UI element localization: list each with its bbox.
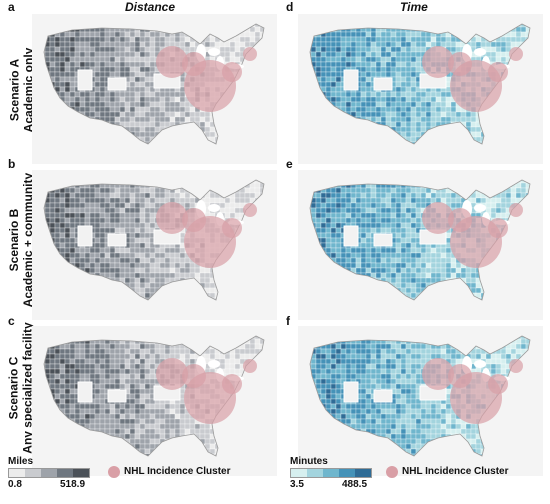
nhl-incidence-cluster	[243, 47, 257, 61]
great-lake	[474, 360, 486, 368]
excluded-region	[107, 389, 127, 403]
excluded-region	[343, 69, 359, 91]
nhl-incidence-cluster	[448, 364, 472, 388]
panel-letter-a: a	[8, 0, 15, 14]
time-column-title: Time	[400, 0, 428, 14]
ramp-step-2	[323, 469, 339, 477]
excluded-region	[77, 69, 93, 91]
time-map-scenario-b	[298, 170, 543, 320]
distance-legend-max: 518.9	[60, 479, 86, 490]
distance-map-scenario-c	[32, 326, 277, 476]
time-legend: Minutes 3.5 488.5 NHL Incidence Cluster	[290, 456, 545, 496]
excluded-region	[107, 233, 127, 247]
nhl-incidence-cluster	[509, 203, 523, 217]
great-lake	[208, 204, 220, 212]
nhl-incidence-cluster	[488, 218, 508, 238]
nhl-incidence-cluster	[222, 218, 242, 238]
nhl-incidence-cluster	[448, 52, 472, 76]
panel-letter-c: c	[8, 314, 15, 328]
nhl-incidence-cluster	[182, 52, 206, 76]
excluded-region	[77, 381, 93, 403]
panel-letter-e: e	[286, 157, 293, 171]
nhl-incidence-cluster	[509, 359, 523, 373]
distance-map-scenario-a	[32, 14, 277, 164]
distance-legend-min: 0.8	[8, 479, 22, 490]
ramp-step-4	[73, 469, 89, 477]
scenario-c-title: Scenario C	[7, 356, 22, 420]
nhl-incidence-cluster	[156, 46, 188, 78]
great-lake	[208, 48, 220, 56]
scenario-a-title: Scenario A	[7, 58, 22, 122]
nhl-incidence-cluster	[243, 359, 257, 373]
time-legend-min: 3.5	[290, 479, 304, 490]
distance-map-scenario-b	[32, 170, 277, 320]
cluster-swatch-right	[386, 466, 398, 478]
ramp-step-1	[25, 469, 41, 477]
time-legend-title: Minutes	[290, 456, 328, 467]
time-map-scenario-c	[298, 326, 543, 476]
nhl-incidence-cluster	[488, 62, 508, 82]
nhl-incidence-cluster	[448, 208, 472, 232]
excluded-region	[373, 233, 393, 247]
time-legend-max: 488.5	[342, 479, 368, 490]
excluded-region	[77, 225, 93, 247]
excluded-region	[373, 77, 393, 91]
distance-color-ramp	[8, 468, 90, 478]
ramp-step-4	[355, 469, 371, 477]
cluster-label-left: NHL Incidence Cluster	[124, 466, 231, 477]
time-color-ramp	[290, 468, 372, 478]
ramp-step-3	[339, 469, 355, 477]
great-lake	[474, 204, 486, 212]
great-lake	[208, 360, 220, 368]
scenario-b-title: Scenario B	[7, 208, 22, 272]
panel-letter-f: f	[286, 314, 290, 328]
nhl-incidence-cluster	[156, 202, 188, 234]
nhl-incidence-cluster	[488, 374, 508, 394]
ramp-step-1	[307, 469, 323, 477]
ramp-step-3	[57, 469, 73, 477]
great-lake	[474, 48, 486, 56]
excluded-region	[343, 381, 359, 403]
cluster-swatch-left	[108, 466, 120, 478]
nhl-incidence-cluster	[182, 364, 206, 388]
time-map-scenario-a	[298, 14, 543, 164]
ramp-step-2	[41, 469, 57, 477]
excluded-region	[373, 389, 393, 403]
ramp-step-0	[291, 469, 307, 477]
excluded-region	[343, 225, 359, 247]
cluster-label-right: NHL Incidence Cluster	[402, 466, 509, 477]
nhl-incidence-cluster	[422, 358, 454, 390]
ramp-step-0	[9, 469, 25, 477]
distance-legend-title: Miles	[8, 456, 34, 467]
panel-letter-d: d	[286, 0, 294, 14]
excluded-region	[107, 77, 127, 91]
distance-legend: Miles 0.8 518.9 NHL Incidence Cluster	[8, 456, 278, 496]
nhl-incidence-cluster	[182, 208, 206, 232]
nhl-incidence-cluster	[243, 203, 257, 217]
nhl-incidence-cluster	[509, 47, 523, 61]
nhl-incidence-cluster	[422, 202, 454, 234]
nhl-incidence-cluster	[222, 62, 242, 82]
nhl-incidence-cluster	[422, 46, 454, 78]
panel-letter-b: b	[8, 157, 16, 171]
distance-column-title: Distance	[125, 0, 176, 14]
nhl-incidence-cluster	[222, 374, 242, 394]
nhl-incidence-cluster	[156, 358, 188, 390]
